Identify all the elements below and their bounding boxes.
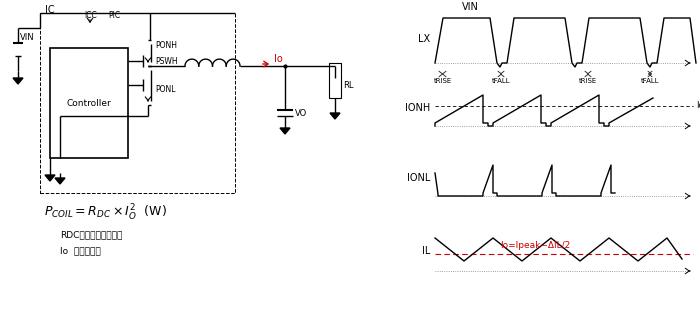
Text: ICC: ICC [84,12,97,20]
Text: IL: IL [421,246,430,256]
Text: PSWH: PSWH [155,57,178,66]
Polygon shape [330,113,340,119]
Text: tFALL: tFALL [640,78,659,84]
Bar [40,13,235,193]
Text: IC: IC [45,5,55,15]
Polygon shape [55,178,65,184]
Bar [329,63,341,98]
Text: PONL: PONL [155,85,176,93]
Text: Io: Io [696,101,700,110]
Text: PIC: PIC [108,12,120,20]
Text: IONH: IONH [405,103,430,113]
Text: Io=Ipeak−ΔIL/2: Io=Ipeak−ΔIL/2 [500,241,570,250]
Text: $P_{COIL} = R_{DC} \times I_O^2$  (W): $P_{COIL} = R_{DC} \times I_O^2$ (W) [43,203,167,223]
Bar [50,48,128,158]
Text: Controller: Controller [66,99,111,108]
Text: LX: LX [418,34,430,44]
Text: VIN: VIN [20,34,34,43]
Text: VIN: VIN [461,2,478,12]
Text: tRISE: tRISE [433,78,452,84]
Text: VO: VO [295,109,307,118]
Text: tFALL: tFALL [491,78,510,84]
Polygon shape [280,128,290,134]
Text: tRISE: tRISE [579,78,597,84]
Text: Io  ：输出电流: Io ：输出电流 [60,246,101,255]
Text: PONH: PONH [155,40,177,49]
Polygon shape [13,78,23,84]
Text: IONL: IONL [407,173,430,183]
Text: RDC：电感的直流电阻: RDC：电感的直流电阻 [60,231,122,239]
Text: RL: RL [343,80,354,89]
Polygon shape [45,175,55,181]
Text: Io: Io [274,54,283,64]
